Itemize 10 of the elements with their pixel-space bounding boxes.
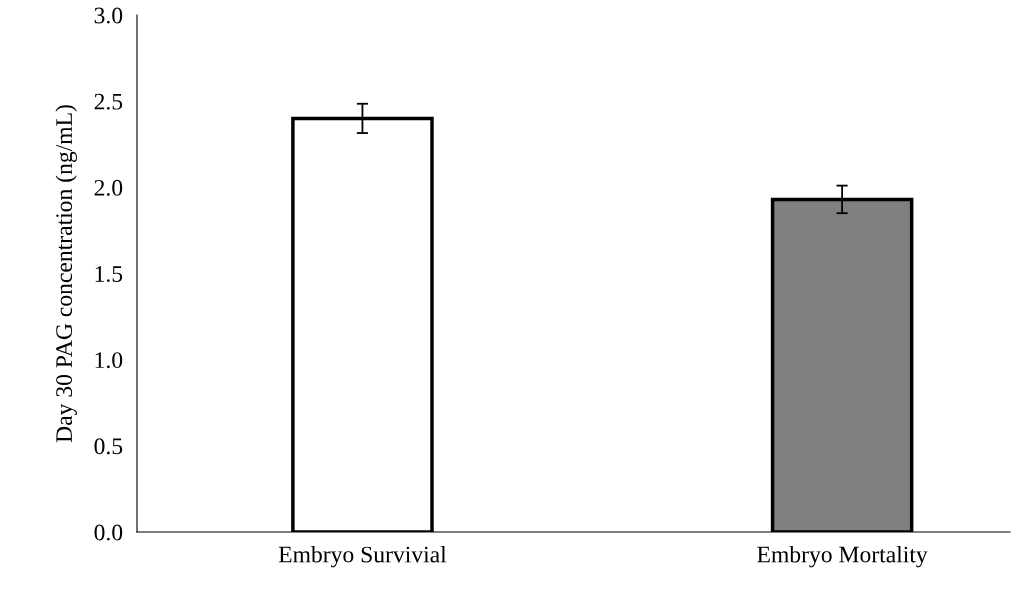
x-tick-label: Embryo Mortality — [757, 545, 928, 568]
x-tick-label: Embryo Survivial — [278, 545, 447, 568]
y-tick-label: 2.0 — [94, 179, 123, 196]
y-tick-label: 2.5 — [94, 93, 123, 110]
y-axis-title: Day 30 PAG concentration (ng/mL) — [55, 105, 77, 443]
y-tick-label: 3.0 — [94, 7, 123, 24]
y-tick-label: 0.0 — [94, 524, 123, 541]
y-tick-label: 1.0 — [95, 352, 123, 369]
y-tick-label: 1.5 — [95, 266, 123, 283]
y-tick-label: 0.5 — [94, 438, 123, 455]
